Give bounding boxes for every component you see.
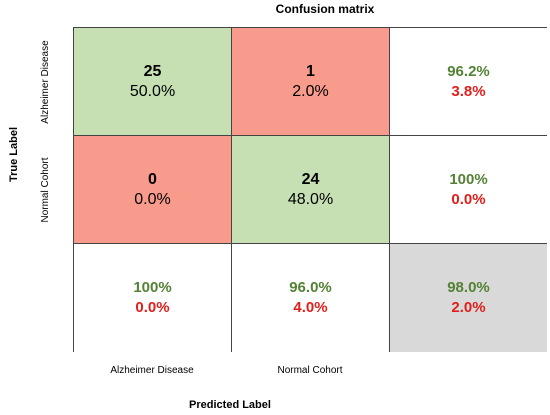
row-summary-alzheimer: 96.2% 3.8%: [389, 27, 547, 135]
summary-correct: 98.0%: [447, 279, 490, 296]
y-axis-label: True Label: [8, 126, 20, 182]
summary-incorrect: 4.0%: [293, 299, 328, 316]
cell-true-normal-pred-alzheimer: 0 0.0%: [73, 135, 231, 243]
cell-true-alzheimer-pred-alzheimer: 25 50.0%: [73, 27, 231, 135]
summary-correct: 96.0%: [289, 279, 332, 296]
confusion-matrix-grid: 25 50.0% 1 2.0% 96.2% 3.8% 0 0.0% 24 48.…: [73, 27, 547, 352]
summary-incorrect: 3.8%: [451, 82, 486, 100]
summary-incorrect: 0.0%: [135, 299, 170, 316]
col-summary-alzheimer: 100% 0.0%: [73, 243, 231, 352]
cell-percent: 48.0%: [287, 190, 334, 208]
row-tick-alzheimer: Alzheimer Disease: [40, 40, 51, 124]
summary-incorrect: 2.0%: [451, 299, 486, 316]
summary-incorrect: 0.0%: [451, 190, 486, 208]
summary-correct: 100%: [133, 279, 172, 296]
chart-title: Confusion matrix: [275, 2, 375, 16]
col-tick-normal: Normal Cohort: [277, 365, 343, 376]
cell-count: 0: [148, 170, 157, 188]
cell-count: 24: [301, 170, 320, 188]
cell-true-normal-pred-normal: 24 48.0%: [231, 135, 389, 243]
cell-percent: 50.0%: [129, 82, 176, 100]
overall-summary: 98.0% 2.0%: [389, 243, 547, 352]
summary-correct: 100%: [449, 170, 488, 188]
col-summary-normal: 96.0% 4.0%: [231, 243, 389, 352]
col-tick-alzheimer: Alzheimer Disease: [110, 365, 194, 376]
row-summary-normal: 100% 0.0%: [389, 135, 547, 243]
x-axis-label: Predicted Label: [189, 399, 271, 411]
cell-percent: 2.0%: [292, 82, 329, 100]
row-tick-normal: Normal Cohort: [40, 157, 51, 223]
cell-count: 1: [306, 62, 315, 80]
summary-correct: 96.2%: [447, 62, 490, 80]
cell-count: 25: [143, 62, 162, 80]
cell-true-alzheimer-pred-normal: 1 2.0%: [231, 27, 389, 135]
cell-percent: 0.0%: [134, 190, 171, 208]
